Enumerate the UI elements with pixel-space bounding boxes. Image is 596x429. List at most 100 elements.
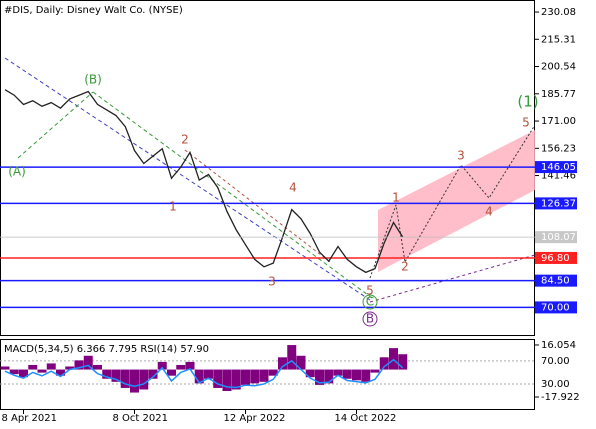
macd-bar (176, 364, 186, 370)
wave-label: C (366, 295, 374, 309)
level-label: 84.50 (541, 276, 570, 287)
macd-bar (287, 345, 297, 370)
macd-bar (157, 361, 167, 370)
macd-bar (120, 369, 130, 388)
level-label: 146.05 (541, 162, 576, 173)
rsi-line (4, 358, 404, 389)
macd-bar (398, 354, 408, 370)
forecast-channel (378, 130, 535, 272)
macd-bar (324, 369, 334, 384)
last-price-box (535, 231, 577, 244)
macd-bar (0, 366, 10, 370)
trend-line (369, 254, 535, 303)
macd-bar (370, 369, 380, 373)
level-label: 70.00 (541, 302, 570, 313)
macd-bar (185, 361, 195, 370)
macd-bar (352, 369, 361, 381)
wave-label: 5 (366, 284, 374, 298)
price-line (4, 89, 404, 274)
forecast-path (369, 124, 535, 279)
macd-bar (342, 369, 352, 379)
y-tick-label: 70.00 (541, 356, 570, 367)
y-tick-label: 156.23 (541, 143, 576, 154)
macd-bar (213, 369, 223, 388)
y-tick-label: 30.00 (541, 379, 570, 390)
macd-bar (102, 369, 112, 379)
macd-bar (139, 369, 149, 390)
level-box (535, 274, 577, 287)
y-tick-label: 185.77 (541, 89, 576, 100)
trend-line (92, 91, 373, 299)
macd-bar (268, 369, 278, 376)
macd-bar (148, 369, 158, 379)
macd-bar (361, 369, 371, 382)
macd-bar (222, 369, 232, 392)
level-label: 96.80 (541, 253, 570, 264)
level-box (535, 197, 577, 210)
wave-label: (B) (84, 73, 102, 87)
level-box (535, 161, 577, 174)
macd-bar (259, 369, 269, 382)
macd-bar (28, 364, 38, 370)
macd-bar (278, 357, 287, 370)
x-tick-label: 14 Oct 2022 (335, 413, 397, 424)
level-box (535, 301, 577, 314)
macd-bar (83, 355, 93, 370)
macd-bar (296, 355, 306, 370)
trend-line (184, 149, 331, 263)
macd-bar (65, 366, 75, 370)
macd-bar (19, 369, 28, 378)
y-tick-label: 215.31 (541, 34, 576, 45)
macd-bar (46, 363, 56, 370)
macd-bar (111, 369, 121, 382)
levels (0, 166, 535, 309)
indicator-title: MACD(5,34,5) 6.366 7.795 RSI(14) 57.90 (4, 344, 209, 355)
y-tick-label: -17.922 (541, 392, 580, 403)
wave-label: 4 (289, 181, 297, 195)
macd-bar (56, 369, 65, 376)
macd-bar (130, 369, 139, 393)
macd-bar (241, 369, 250, 385)
wave-label: 3 (268, 275, 276, 289)
macd-bar (204, 369, 213, 379)
macd-bar (9, 369, 19, 375)
chart-title: #DIS, Daily: Disney Walt Co. (NYSE) (4, 5, 183, 16)
wave-circle (362, 294, 378, 310)
last-price-label: 108.07 (541, 232, 576, 243)
macd-bar (315, 369, 324, 385)
macd-bar (333, 369, 343, 376)
macd-bar (305, 369, 315, 378)
macd-bar (379, 357, 389, 370)
wave-label: 1 (392, 191, 400, 205)
wave-label: (1) (517, 93, 538, 111)
trend-line (17, 91, 94, 159)
macd-bar (37, 369, 47, 373)
macd-bar (167, 369, 176, 376)
wave-label: 2 (181, 133, 189, 147)
level-box (535, 251, 577, 264)
macd-bar (231, 369, 241, 390)
y-tick-label: 141.46 (541, 171, 576, 182)
wave-drawings (4, 57, 535, 303)
x-tick-label: 12 Apr 2022 (224, 413, 286, 424)
y-tick-label: 230.08 (541, 7, 576, 18)
macd-bar (194, 369, 204, 384)
wave-label: 3 (457, 149, 465, 163)
main-panel (0, 0, 535, 336)
x-tick-label: 8 Oct 2021 (113, 413, 168, 424)
wave-label: 4 (485, 205, 493, 219)
trend-line (4, 57, 371, 301)
macd-bar (250, 369, 260, 384)
x-tick-label: 8 Apr 2021 (2, 413, 57, 424)
y-tick-label: 16.054 (541, 340, 576, 351)
wave-label: 5 (522, 116, 530, 130)
y-tick-label: 171.00 (541, 116, 576, 127)
wave-circle (362, 311, 378, 327)
macd-bar (93, 364, 102, 370)
macd-bar (74, 360, 84, 370)
level-label: 126.37 (541, 198, 576, 209)
y-tick-label: 200.54 (541, 62, 576, 73)
wave-label: 1 (169, 200, 177, 214)
wave-label: B (366, 312, 374, 326)
